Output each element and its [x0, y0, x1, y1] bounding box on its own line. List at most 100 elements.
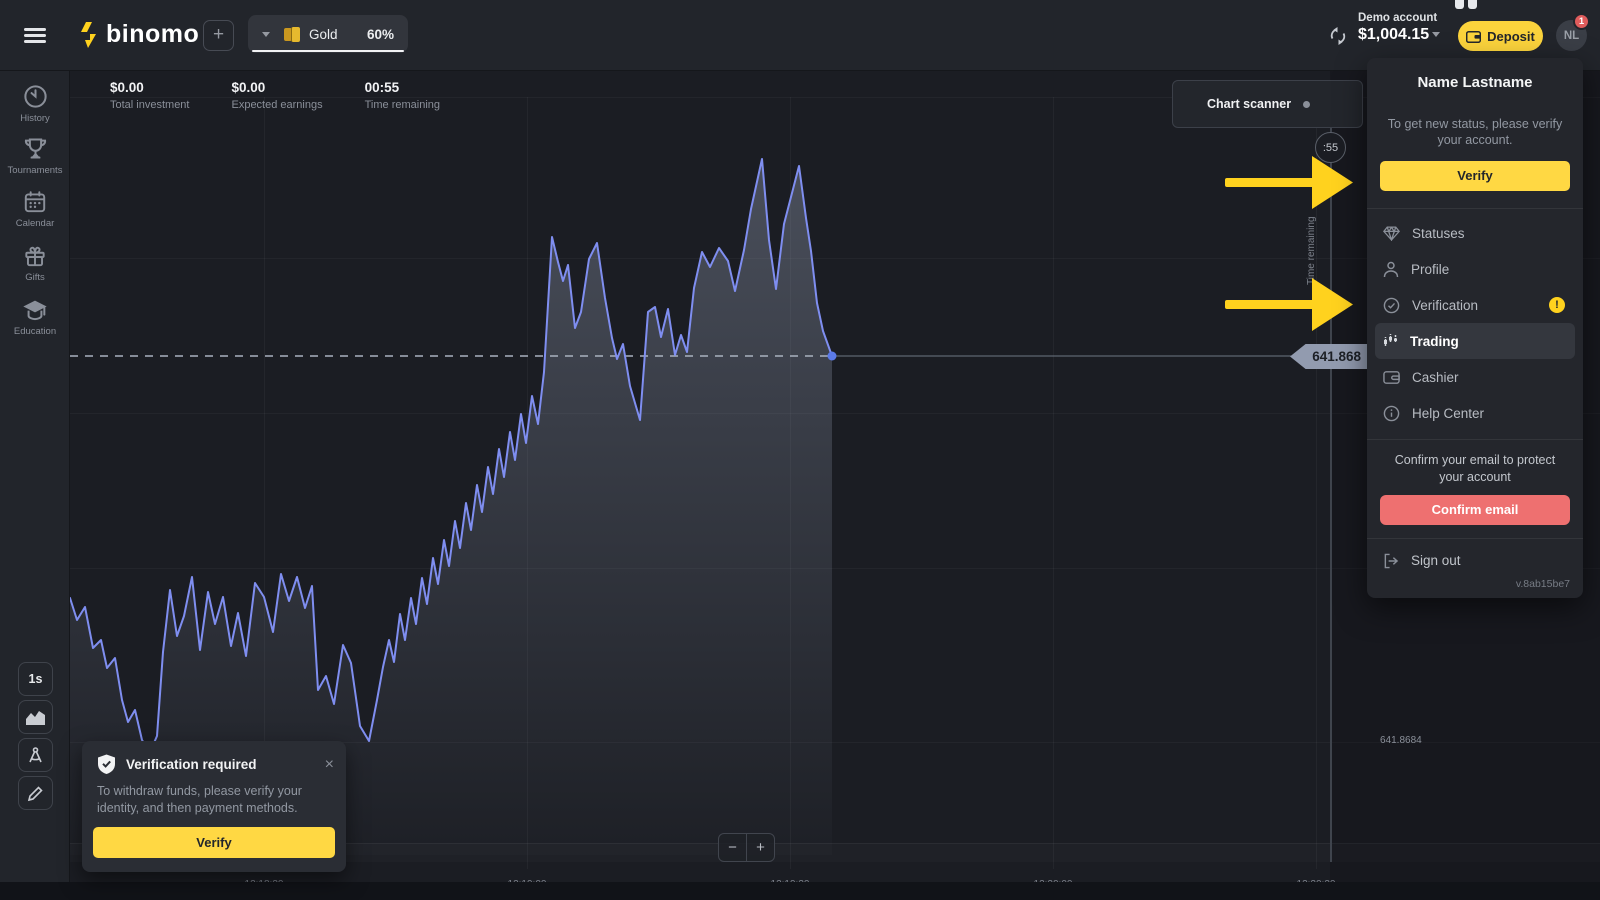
- binomo-logo: binomo: [78, 20, 199, 49]
- divider: [1367, 439, 1583, 441]
- logo-text: binomo: [106, 20, 200, 48]
- account-chevron-down-icon[interactable]: [1432, 32, 1440, 37]
- account-menu: Statuses Profile Verification !: [1367, 215, 1583, 431]
- gold-asset-icon: [284, 26, 301, 42]
- hamburger-menu-icon[interactable]: [24, 28, 46, 43]
- confirm-email-hint: Confirm your email to protect your accou…: [1394, 453, 1556, 484]
- asset-tab-gold[interactable]: Gold 60%: [248, 15, 408, 53]
- wallet-icon: [1383, 370, 1400, 384]
- deposit-label: Deposit: [1487, 28, 1535, 44]
- current-price-tag: 641.868: [1290, 344, 1368, 369]
- trade-stats: $0.00 Total investment $0.00 Expected ea…: [110, 80, 440, 111]
- time-axis-strip: [70, 843, 1600, 862]
- popup-body: To withdraw funds, please verify your id…: [97, 784, 302, 815]
- gridline: [1316, 97, 1317, 869]
- app-version: v.8ab15be7: [1515, 578, 1570, 590]
- active-tab-indicator: [252, 49, 404, 52]
- divider: [1367, 537, 1583, 539]
- menu-item-trading[interactable]: Trading: [1375, 323, 1575, 360]
- sidebar-item-gifts[interactable]: Gifts: [0, 243, 70, 283]
- wallet-icon: [1466, 30, 1482, 43]
- notification-badge: 1: [1573, 13, 1590, 30]
- deposit-button[interactable]: Deposit: [1458, 21, 1543, 51]
- window-deco-bar-icon: [1455, 0, 1464, 9]
- zoom-control: − +: [718, 833, 775, 862]
- verification-popup: Verification required × To withdraw fund…: [82, 741, 346, 872]
- zoom-out-button[interactable]: −: [719, 834, 747, 861]
- popup-header: Verification required ×: [82, 741, 346, 775]
- indicators-button[interactable]: [18, 738, 53, 772]
- drawing-button[interactable]: [18, 776, 53, 810]
- scanner-status-dot-icon: [1303, 100, 1311, 108]
- expiry-axis-label: Time remaining: [1306, 216, 1317, 285]
- chevron-down-icon: [262, 31, 270, 37]
- gridline: [264, 97, 265, 869]
- check-circle-icon: [1383, 297, 1400, 314]
- compass-icon: [29, 747, 42, 763]
- refresh-icon[interactable]: [1328, 26, 1348, 46]
- menu-item-statuses[interactable]: Statuses: [1375, 215, 1575, 251]
- confirm-email-button[interactable]: Confirm email: [1380, 494, 1570, 525]
- gridline: [70, 258, 1600, 259]
- gridline: [70, 568, 1600, 569]
- lightning-icon: [81, 21, 96, 48]
- gridline: [70, 413, 1600, 414]
- price-area-fill: [70, 159, 832, 855]
- trophy-icon: [24, 138, 46, 159]
- sidebar-item-education[interactable]: Education: [0, 297, 70, 337]
- sidebar-item-history[interactable]: History: [0, 83, 70, 124]
- zoom-in-button[interactable]: +: [756, 839, 765, 856]
- stat-time-remaining: 00:55 Time remaining: [364, 80, 441, 111]
- shield-check-icon: [98, 754, 115, 774]
- verification-alert-badge: !: [1549, 297, 1565, 314]
- add-asset-button[interactable]: +: [203, 20, 234, 51]
- gem-icon: [1383, 226, 1400, 241]
- close-icon[interactable]: ×: [324, 755, 334, 773]
- window-deco-bar-icon: [1468, 0, 1477, 9]
- history-clock-icon: [23, 85, 47, 108]
- user-name: Name Lastname: [1417, 74, 1533, 91]
- stat-expected-earnings: $0.00 Expected earnings: [231, 80, 323, 111]
- info-icon: [1383, 405, 1400, 422]
- price-level-line: [70, 742, 1600, 743]
- chart-scanner-button[interactable]: Chart scanner: [1172, 80, 1363, 128]
- sidebar: History Tournaments Calendar: [0, 71, 70, 900]
- status-hint: To get new status, please verify your ac…: [1387, 117, 1563, 147]
- chart-type-button[interactable]: [18, 700, 53, 734]
- stat-total-investment: $0.00 Total investment: [110, 80, 190, 111]
- account-balance: $1,004.15: [1358, 26, 1430, 43]
- popup-title: Verification required: [126, 757, 257, 772]
- user-icon: [1383, 261, 1399, 277]
- current-price-dot: [827, 351, 837, 361]
- price-chart: [70, 158, 1292, 855]
- expiry-timer: :55: [1315, 132, 1346, 163]
- pencil-icon: [27, 785, 43, 801]
- menu-item-cashier[interactable]: Cashier: [1375, 359, 1575, 395]
- menu-item-profile[interactable]: Profile: [1375, 251, 1575, 287]
- graduation-cap-icon: [23, 300, 47, 321]
- calendar-icon: [24, 191, 46, 213]
- gift-icon: [25, 246, 45, 267]
- sign-out-button[interactable]: Sign out: [1383, 553, 1583, 569]
- verify-button[interactable]: Verify: [1380, 161, 1570, 192]
- gridline: [70, 97, 1600, 98]
- area-chart-icon: [26, 710, 45, 725]
- account-menu-panel: Name Lastname To get new status, please …: [1367, 58, 1583, 598]
- bottom-strip: [0, 882, 1600, 900]
- gridline: [1053, 97, 1054, 869]
- menu-item-help-center[interactable]: Help Center: [1375, 395, 1575, 431]
- topbar: binomo + Gold 60% Demo account $1,004.15: [0, 0, 1600, 71]
- price-axis-label: 641.8684: [1380, 735, 1422, 746]
- sidebar-item-calendar[interactable]: Calendar: [0, 189, 70, 229]
- popup-verify-button[interactable]: Verify: [93, 826, 335, 858]
- expiry-time-line: [1330, 97, 1332, 862]
- account-type: Demo account: [1358, 12, 1438, 24]
- menu-item-verification[interactable]: Verification !: [1375, 287, 1575, 323]
- account-switcher[interactable]: Demo account $1,004.15: [1358, 12, 1437, 44]
- sidebar-item-tournaments[interactable]: Tournaments: [0, 135, 70, 176]
- divider: [1367, 208, 1583, 210]
- candlestick-icon: [1384, 333, 1397, 346]
- interval-button[interactable]: 1s: [18, 662, 53, 696]
- asset-name: Gold: [309, 26, 338, 42]
